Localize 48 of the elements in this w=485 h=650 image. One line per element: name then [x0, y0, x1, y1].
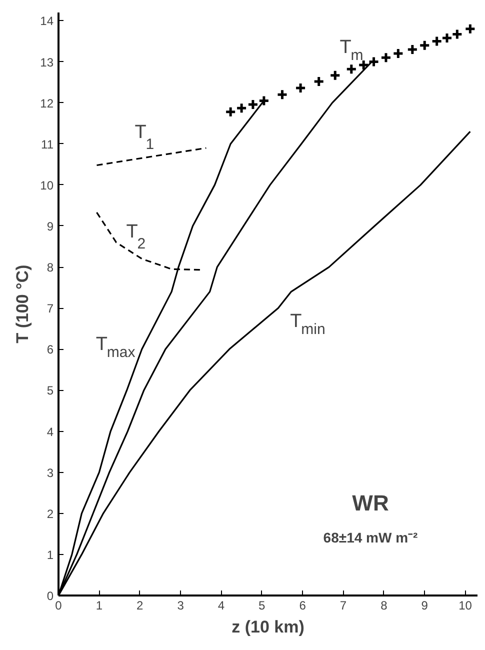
point: [247, 98, 259, 110]
y-tick-label: 5: [46, 384, 54, 398]
point: [406, 44, 418, 56]
point: [451, 28, 463, 40]
y-tick-label: 9: [46, 219, 54, 234]
point: [346, 63, 358, 75]
x-tick-label: 1: [96, 598, 103, 612]
point: [392, 48, 404, 60]
x-tick-label: 8: [380, 598, 388, 612]
y-tick-label: 14: [40, 14, 54, 28]
y-tick-label: 10: [40, 178, 54, 192]
point: [368, 56, 380, 68]
x-tick-label: 5: [258, 598, 266, 612]
point: [358, 59, 370, 71]
y-tick-label: 0: [46, 589, 54, 603]
x-tick-label: 4: [218, 598, 225, 612]
point: [276, 88, 288, 100]
x-tick-label: 2: [136, 598, 144, 612]
point: [418, 40, 430, 52]
x-tick-label: 0: [55, 598, 62, 612]
y-tick-label: 7: [46, 302, 54, 316]
point: [441, 32, 453, 44]
y-tick-label: 2: [46, 506, 54, 521]
y-axis-title: T (100 °C): [13, 264, 32, 344]
y-tick-label: 4: [46, 424, 54, 439]
x-tick-label: 3: [177, 598, 184, 612]
x-tick-label: 10: [458, 598, 472, 612]
point: [294, 82, 306, 94]
x-tick-label: 6: [299, 598, 306, 612]
x-axis-title: z (10 km): [232, 618, 304, 636]
point: [224, 106, 236, 118]
y-tick-label: 11: [41, 137, 54, 152]
x-tick-label: 9: [421, 598, 428, 612]
point: [329, 70, 341, 82]
point: [431, 35, 443, 47]
y-tick-label: 3: [46, 466, 54, 480]
point: [236, 102, 248, 114]
point: [380, 52, 392, 64]
annotation: WR: [352, 490, 389, 516]
x-tick-label: 7: [340, 598, 347, 612]
point: [313, 76, 325, 88]
point: [464, 23, 476, 35]
y-tick-label: 8: [46, 260, 54, 275]
y-tick-label: 13: [40, 55, 54, 70]
y-tick-label: 1: [46, 548, 54, 562]
y-tick-label: 6: [46, 342, 54, 357]
y-tick-label: 12: [40, 96, 54, 110]
annotation: 68±14 mW m⁻²: [323, 530, 418, 546]
